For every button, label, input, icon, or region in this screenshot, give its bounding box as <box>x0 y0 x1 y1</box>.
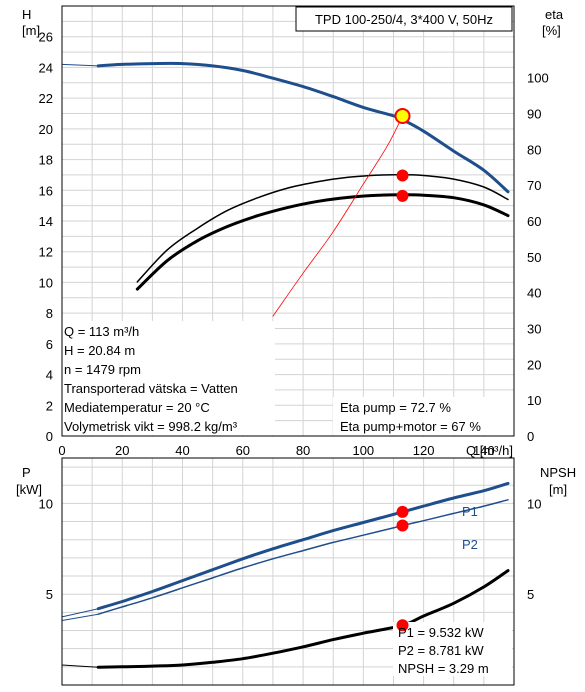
h-tick-label: 20 <box>39 122 53 137</box>
q-tick-label: 140 <box>473 443 495 458</box>
bottom-chart-curves <box>61 481 510 669</box>
npsh-curve <box>96 569 510 669</box>
p1-curve-label: P1 <box>462 504 478 519</box>
h-tick-label: 12 <box>39 245 53 260</box>
h-tick-label: 4 <box>46 368 53 383</box>
p2-curve-label: P2 <box>462 537 478 552</box>
q-tick-label: 20 <box>115 443 129 458</box>
p2-curve <box>97 499 509 615</box>
h-extrapolated-curve <box>61 63 99 67</box>
p2-extrapolated-curve <box>61 613 99 621</box>
duty-line-curve <box>272 115 403 317</box>
eta-tick-label: 20 <box>527 357 541 372</box>
chart-title: TPD 100-250/4, 3*400 V, 50Hz <box>315 12 493 27</box>
eta-axis-unit: [%] <box>542 23 561 38</box>
h-axis-unit: [m] <box>22 23 40 38</box>
top-chart-curves <box>61 61 510 317</box>
p1-text: P1 = 9.532 kW <box>398 625 484 640</box>
eta-pump-motor-text: Eta pump+motor = 67 % <box>340 419 481 434</box>
h-tick-label: 8 <box>46 306 53 321</box>
info-flow: Q = 113 m³/h <box>64 324 139 339</box>
p1-marker <box>396 505 409 518</box>
h-tick-label: 0 <box>46 429 53 444</box>
duty-point-eta-pump-motor-marker <box>396 169 409 182</box>
bottom-chart-points <box>396 505 409 632</box>
info-density: Volymetrisk vikt = 998.2 kg/m³ <box>64 419 238 434</box>
bottom-chart-frame <box>61 457 515 686</box>
top-chart-frame <box>61 5 515 437</box>
eta-tick-label: 50 <box>527 250 541 265</box>
eta-tick-label: 70 <box>527 178 541 193</box>
npsh-axis-label: NPSH <box>540 465 576 480</box>
h-tick-label: 6 <box>46 337 53 352</box>
power-box <box>393 622 512 676</box>
npsh-text: NPSH = 3.29 m <box>398 661 489 676</box>
npsh-marker <box>396 619 409 632</box>
q-axis-label: Q [m³/h] <box>466 443 513 458</box>
axis-ticks: 0246810121416182022242601020304050607080… <box>39 30 549 602</box>
h-tick-label: 26 <box>39 30 53 45</box>
duty-point-eta-pump-marker <box>396 189 409 202</box>
eta-tick-label: 30 <box>527 322 541 337</box>
info-speed: n = 1479 rpm <box>64 362 141 377</box>
info-liquid: Transporterad vätska = Vatten <box>64 381 238 396</box>
info-temperature: Mediatemperatur = 20 °C <box>64 400 210 415</box>
eta-tick-label: 90 <box>527 107 541 122</box>
eta-axis-label: eta <box>545 7 564 22</box>
eta-tick-label: 100 <box>527 71 549 86</box>
h-tick-label: 22 <box>39 91 53 106</box>
eta-tick-label: 0 <box>527 429 534 444</box>
q-tick-label: 40 <box>175 443 189 458</box>
info-box <box>62 321 275 435</box>
p-axis-unit: [kW] <box>16 482 42 497</box>
eta-tick-label: 80 <box>527 142 541 157</box>
eta-tick-label: 60 <box>527 214 541 229</box>
h-tick-label: 2 <box>46 398 53 413</box>
h-tick-label: 14 <box>39 214 53 229</box>
h-tick-label: 24 <box>39 60 53 75</box>
p-tick-label: 10 <box>39 496 53 511</box>
npsh-tick-label: 10 <box>527 496 541 511</box>
duty-point-h-marker <box>394 107 411 124</box>
info-head: H = 20.84 m <box>64 343 135 358</box>
eta-tick-label: 10 <box>527 393 541 408</box>
top-chart-grid <box>62 6 514 436</box>
q-tick-label: 0 <box>58 443 65 458</box>
eta-box <box>333 397 514 435</box>
h-curve <box>96 61 510 194</box>
p1-extrapolated-curve <box>61 608 99 618</box>
h-tick-label: 18 <box>39 153 53 168</box>
top-chart-points <box>394 107 411 202</box>
p-axis-label: P <box>22 465 31 480</box>
p2-marker <box>396 519 409 532</box>
eta-pump-motor-curve <box>136 173 509 283</box>
p1-curve <box>96 481 510 611</box>
q-tick-label: 100 <box>352 443 374 458</box>
q-tick-label: 80 <box>296 443 310 458</box>
eta-tick-label: 40 <box>527 286 541 301</box>
h-axis-label: H <box>22 7 31 22</box>
p-tick-label: 5 <box>46 587 53 602</box>
title-box <box>295 6 513 32</box>
q-tick-label: 120 <box>413 443 435 458</box>
npsh-extrapolated-curve <box>61 664 99 668</box>
h-tick-label: 10 <box>39 275 53 290</box>
eta-pump-curve <box>135 193 510 291</box>
npsh-tick-label: 5 <box>527 587 534 602</box>
h-tick-label: 16 <box>39 183 53 198</box>
eta-pump-text: Eta pump = 72.7 % <box>340 400 451 415</box>
npsh-axis-unit: [m] <box>549 482 567 497</box>
p2-text: P2 = 8.781 kW <box>398 643 484 658</box>
q-tick-label: 60 <box>236 443 250 458</box>
